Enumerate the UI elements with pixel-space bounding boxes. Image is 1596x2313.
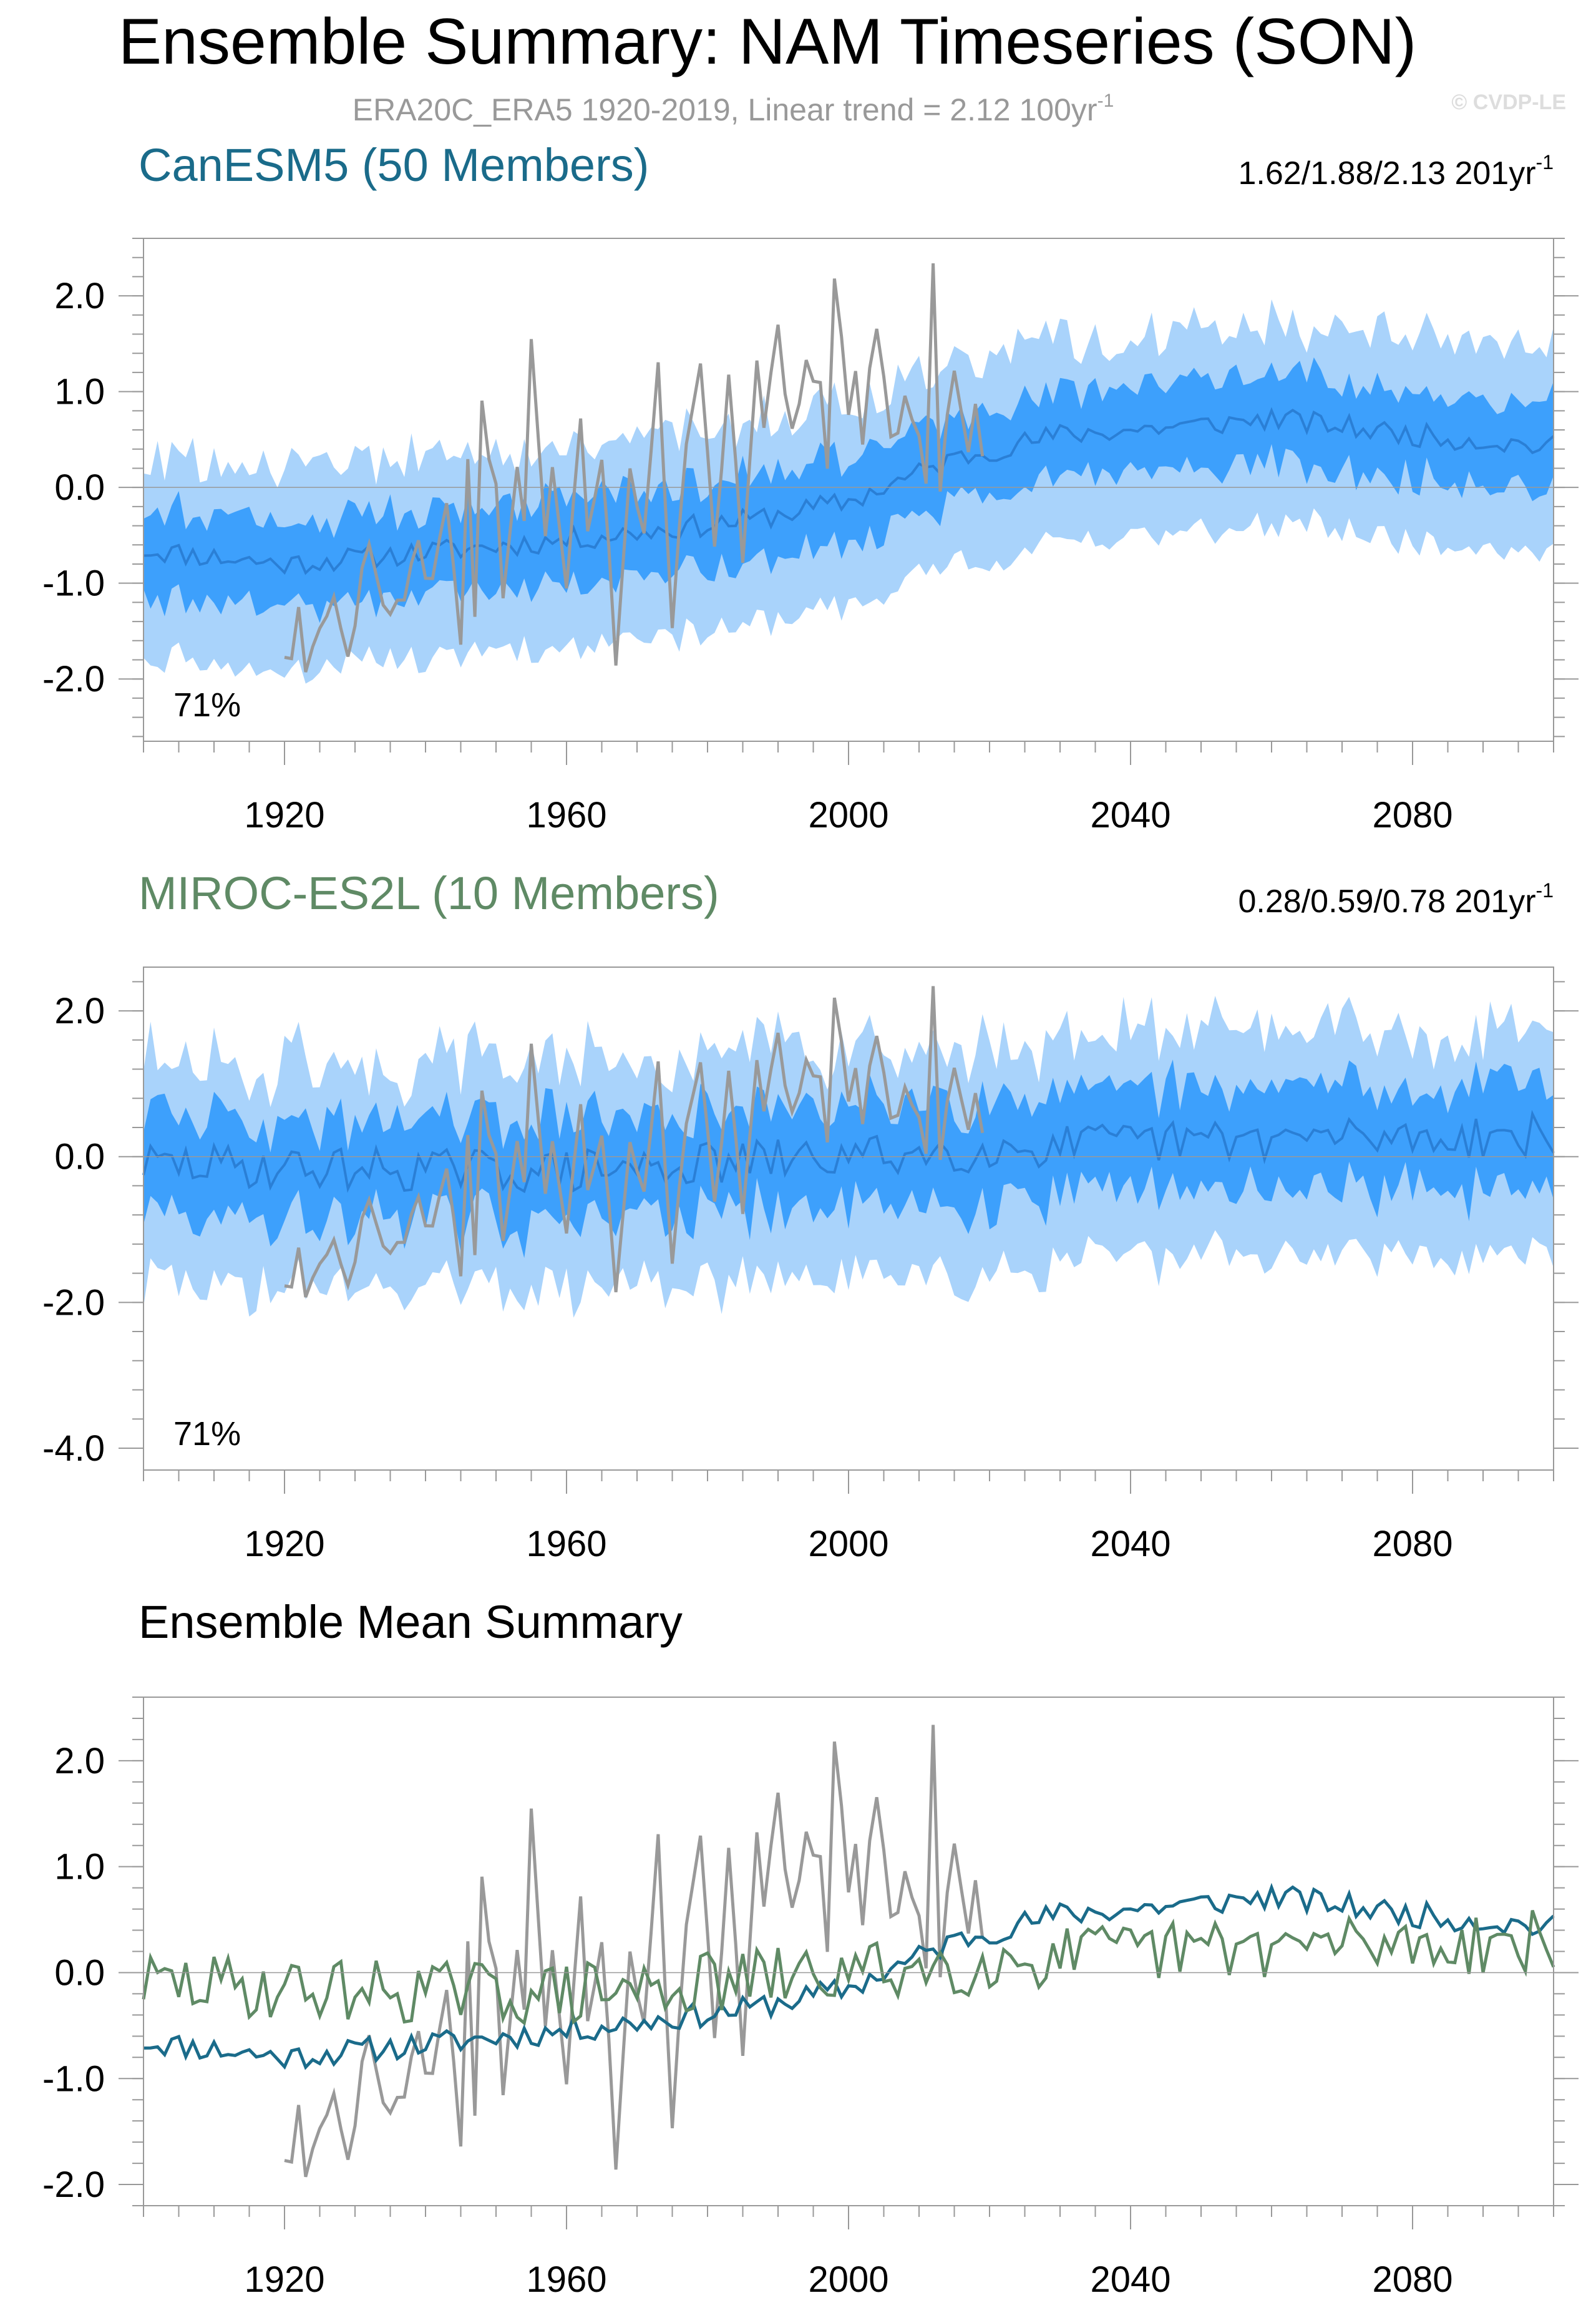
x-tick-label: 1920 [244, 1524, 324, 1564]
y-tick-label: 2.0 [54, 1741, 105, 1781]
x-tick-label: 2000 [808, 1524, 888, 1564]
x-tick-label: 2080 [1372, 2259, 1452, 2300]
panel2-title: MIROC-ES2L (10 Members) [139, 867, 719, 919]
series-line-miroc-es2l [142, 1910, 1555, 2026]
panel2-trend-exponent: -1 [1536, 879, 1554, 902]
panel3-title: Ensemble Mean Summary [139, 1596, 683, 1648]
y-tick-label: -2.0 [42, 659, 105, 699]
x-tick-label: 1960 [526, 795, 606, 835]
x-tick-label: 1920 [244, 2259, 324, 2300]
y-tick-label: -4.0 [42, 1428, 105, 1469]
panel1-trend-text: 1.62/1.88/2.13 201yr [1238, 155, 1536, 192]
watermark: © CVDP-LE [1451, 90, 1566, 114]
y-tick-label: 0.0 [54, 1952, 105, 1993]
panel2-trend: 0.28/0.59/0.78 201yr-1 [1238, 879, 1554, 920]
panel2-trend-text: 0.28/0.59/0.78 201yr [1238, 884, 1536, 920]
panel1-title: CanESM5 (50 Members) [139, 139, 649, 191]
ensemble-mean-line [143, 407, 1555, 575]
y-tick-label: 0.0 [54, 467, 105, 508]
subtitle-exponent: -1 [1097, 90, 1114, 111]
x-tick-label: 2080 [1372, 795, 1452, 835]
percent-label: 71% [173, 686, 241, 724]
x-tick-label: 1920 [244, 795, 324, 835]
panel1-trend-exponent: -1 [1536, 151, 1554, 173]
subtitle-text: ERA20C_ERA5 1920-2019, Linear trend = 2.… [353, 92, 1097, 127]
percent-label: 71% [173, 1415, 241, 1453]
y-tick-label: 1.0 [54, 372, 105, 412]
x-tick-label: 2040 [1090, 1524, 1170, 1564]
x-tick-label: 2080 [1372, 1524, 1452, 1564]
y-tick-label: -1.0 [42, 563, 105, 604]
y-tick-label: -2.0 [42, 1282, 105, 1323]
series-line-canesm5 [143, 1882, 1555, 2070]
y-tick-label: -1.0 [42, 2058, 105, 2099]
x-tick-label: 2000 [808, 2259, 888, 2300]
y-tick-label: 0.0 [54, 1137, 105, 1177]
x-tick-label: 2040 [1090, 2259, 1170, 2300]
figure-subtitle: ERA20C_ERA5 1920-2019, Linear trend = 2.… [353, 90, 1114, 127]
ensemble-mean-line [142, 1109, 1555, 1194]
band-inner-range [144, 357, 1554, 623]
x-tick-label: 2040 [1090, 795, 1170, 835]
panel-canesm5: 1920 1960 2000 2040 2080 -2.0 -1.0 0.0 1.0 2.0 71% [42, 238, 1579, 835]
x-tick-label: 1960 [526, 2259, 606, 2300]
y-tick-label: 2.0 [54, 991, 105, 1031]
panel-ensemble-mean: 1920 1960 2000 2040 2080 -2.0 -1.0 0.0 1.0 2.0 [42, 1697, 1579, 2300]
x-tick-label: 1960 [526, 1524, 606, 1564]
y-tick-label: -2.0 [42, 2164, 105, 2205]
y-tick-label: 1.0 [54, 1847, 105, 1887]
x-tick-label: 2000 [808, 795, 888, 835]
y-tick-label: 2.0 [54, 276, 105, 316]
panel1-trend: 1.62/1.88/2.13 201yr-1 [1238, 151, 1554, 192]
figure-title: Ensemble Summary: NAM Timeseries (SON) [119, 6, 1416, 78]
panel-miroc-es2l: 1920 1960 2000 2040 2080 -4.0 -2.0 0.0 2.0 71% [42, 967, 1579, 1564]
